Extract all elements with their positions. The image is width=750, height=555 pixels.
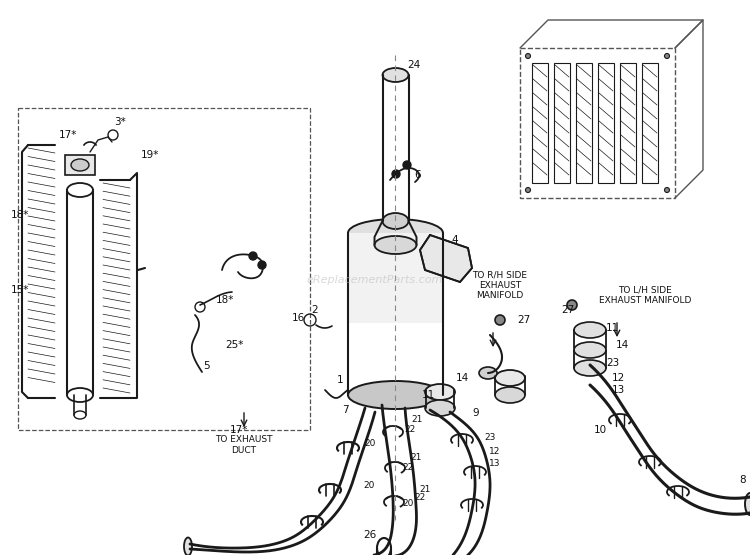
Text: 27: 27 [518, 315, 531, 325]
Text: 24: 24 [407, 60, 421, 70]
Ellipse shape [574, 342, 606, 358]
Text: 7: 7 [342, 405, 348, 415]
Text: TO R/H SIDE
EXHAUST
MANIFOLD: TO R/H SIDE EXHAUST MANIFOLD [472, 270, 527, 300]
Text: 15*: 15* [10, 285, 29, 295]
Text: 12: 12 [611, 373, 625, 383]
Circle shape [392, 170, 400, 178]
Bar [348, 233, 443, 323]
Text: 22: 22 [402, 463, 414, 472]
Bar [520, 48, 675, 198]
Text: 20: 20 [364, 438, 376, 447]
Text: 17*: 17* [58, 130, 77, 140]
Bar [65, 155, 95, 175]
Text: 20: 20 [402, 498, 414, 507]
Text: 21: 21 [419, 486, 430, 495]
Ellipse shape [574, 360, 606, 376]
Text: 11: 11 [605, 323, 619, 333]
Text: TO EXHAUST
DUCT: TO EXHAUST DUCT [215, 435, 273, 455]
Text: 18*: 18* [216, 295, 234, 305]
Ellipse shape [348, 219, 443, 247]
Text: 22: 22 [404, 426, 416, 435]
Circle shape [664, 53, 670, 58]
Text: 21: 21 [411, 416, 423, 425]
Text: 12: 12 [489, 447, 501, 457]
Circle shape [567, 300, 577, 310]
Circle shape [495, 315, 505, 325]
Text: 23: 23 [484, 432, 496, 441]
Text: 21: 21 [410, 453, 422, 462]
Ellipse shape [425, 400, 455, 416]
Ellipse shape [374, 236, 416, 254]
Bar [576, 63, 592, 183]
Text: 13: 13 [489, 460, 501, 468]
Ellipse shape [495, 387, 525, 403]
Ellipse shape [382, 213, 409, 229]
Text: 9: 9 [472, 408, 479, 418]
Text: 18*: 18* [10, 210, 29, 220]
Text: 26: 26 [363, 530, 376, 540]
Text: 13: 13 [611, 385, 625, 395]
Text: 6: 6 [415, 170, 422, 180]
Text: 10: 10 [593, 425, 607, 435]
Ellipse shape [382, 68, 409, 82]
Text: 14: 14 [455, 373, 469, 383]
Ellipse shape [184, 537, 192, 555]
Circle shape [526, 53, 530, 58]
Text: 11: 11 [422, 390, 435, 400]
Circle shape [526, 188, 530, 193]
Text: 8: 8 [740, 475, 746, 485]
Text: eReplacementParts.com: eReplacementParts.com [307, 275, 443, 285]
Text: 4: 4 [452, 235, 458, 245]
Text: 5: 5 [202, 361, 209, 371]
Text: 20: 20 [363, 481, 375, 490]
Text: 22: 22 [414, 493, 426, 502]
Text: 1: 1 [337, 375, 344, 385]
Bar [554, 63, 570, 183]
Ellipse shape [495, 370, 525, 386]
Bar [598, 63, 614, 183]
Text: 2: 2 [312, 305, 318, 315]
Ellipse shape [348, 381, 443, 409]
Text: 17*: 17* [230, 425, 248, 435]
Ellipse shape [745, 493, 750, 515]
Ellipse shape [479, 367, 497, 379]
Circle shape [249, 252, 257, 260]
Text: 27: 27 [561, 305, 574, 315]
Text: 14: 14 [615, 340, 628, 350]
Circle shape [664, 188, 670, 193]
Text: 25*: 25* [225, 340, 243, 350]
Text: TO L/H SIDE
EXHAUST MANIFOLD: TO L/H SIDE EXHAUST MANIFOLD [598, 285, 692, 305]
Text: 3*: 3* [114, 117, 126, 127]
Bar [18, 108, 310, 430]
Circle shape [403, 161, 411, 169]
Ellipse shape [71, 159, 89, 171]
Ellipse shape [574, 322, 606, 338]
Text: 16: 16 [291, 313, 304, 323]
Bar [620, 63, 636, 183]
Bar [532, 63, 548, 183]
Text: 23: 23 [606, 358, 619, 368]
Ellipse shape [425, 384, 455, 400]
Text: 19*: 19* [141, 150, 159, 160]
Bar [642, 63, 658, 183]
Circle shape [258, 261, 266, 269]
Polygon shape [420, 235, 472, 282]
